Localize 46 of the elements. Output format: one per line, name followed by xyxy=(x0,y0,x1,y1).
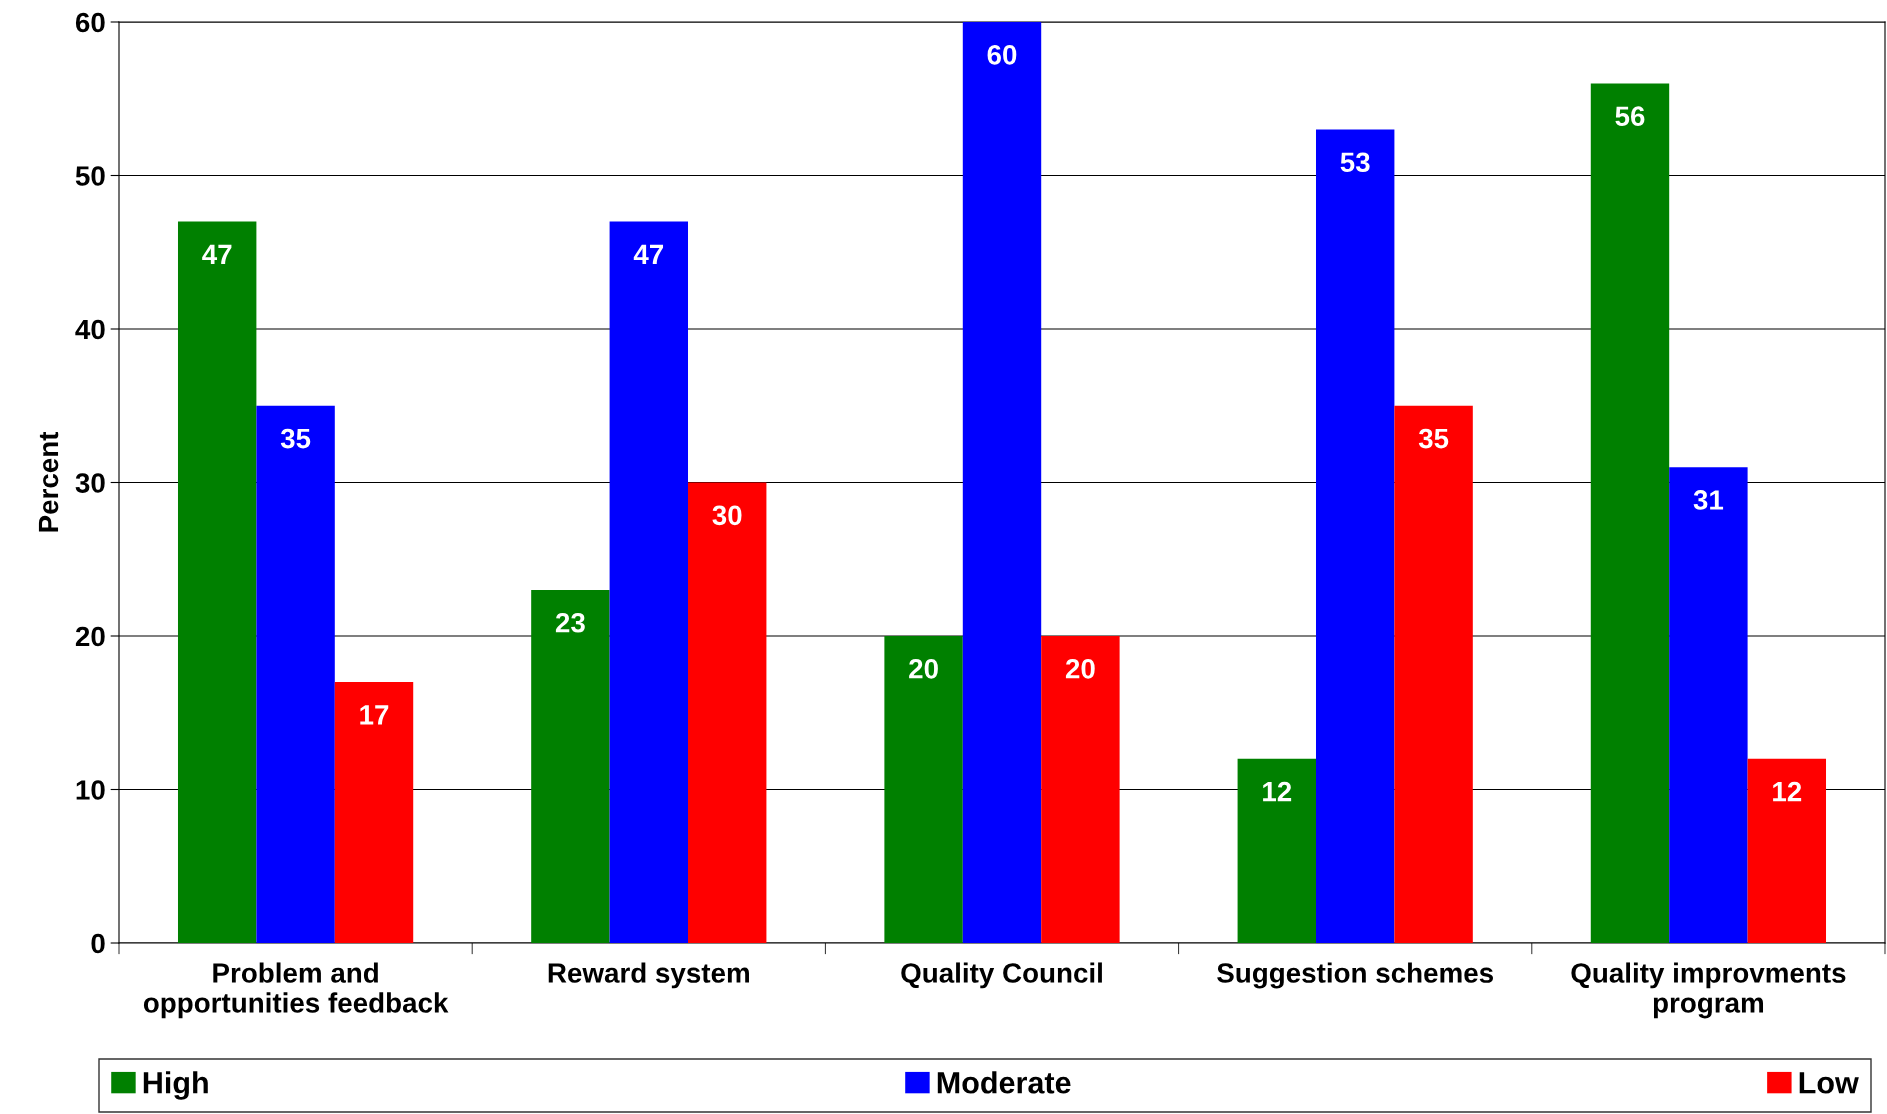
data-label: 35 xyxy=(280,428,311,449)
data-label: 60 xyxy=(987,44,1017,65)
bar xyxy=(1747,758,1827,943)
x-tick-label: Reward system xyxy=(548,962,749,989)
bar xyxy=(884,636,963,943)
y-tick-label: 20 xyxy=(75,626,105,647)
data-label: 20 xyxy=(1065,658,1095,679)
y-tick-label: 40 xyxy=(75,319,105,340)
x-tick-label: Quality improvments program xyxy=(1571,962,1846,1019)
bar xyxy=(1041,636,1120,943)
y-tick-label: 50 xyxy=(75,166,105,186)
bar xyxy=(1237,758,1316,943)
bar xyxy=(1669,467,1748,943)
data-label: 23 xyxy=(555,612,585,633)
data-label: 31 xyxy=(1693,490,1724,510)
bar xyxy=(1590,83,1670,943)
data-label: 20 xyxy=(909,658,938,679)
bar xyxy=(531,589,610,943)
bar xyxy=(1315,129,1395,943)
data-label: 17 xyxy=(360,705,389,725)
x-tick-label: Suggestion schemes xyxy=(1217,962,1493,989)
bar xyxy=(256,405,335,943)
legend-label: Low xyxy=(1799,1072,1859,1094)
x-tick-label: Problem and opportunities feedback xyxy=(143,962,449,1019)
data-label: 47 xyxy=(633,244,664,264)
x-tick-label: Quality Council xyxy=(901,962,1102,989)
legend-label: High xyxy=(143,1071,208,1100)
data-label: 47 xyxy=(202,244,232,264)
bar xyxy=(609,221,689,943)
data-label: 56 xyxy=(1615,106,1645,127)
bar xyxy=(962,22,1042,943)
bar xyxy=(177,221,257,943)
bar xyxy=(334,682,414,943)
data-label: 30 xyxy=(712,505,742,526)
y-tick-label: 10 xyxy=(76,780,105,800)
data-label: 53 xyxy=(1340,152,1370,173)
y-tick-label: 30 xyxy=(75,473,105,493)
bar xyxy=(1394,405,1473,943)
bar xyxy=(688,482,767,943)
data-label: 12 xyxy=(1773,781,1802,802)
legend-label: Moderate xyxy=(937,1071,1071,1094)
data-label: 35 xyxy=(1418,428,1449,449)
y-axis-title: Percent xyxy=(38,431,59,532)
data-label: 12 xyxy=(1263,781,1292,802)
y-tick-label: 60 xyxy=(75,12,105,33)
y-tick-label: 0 xyxy=(91,933,105,954)
